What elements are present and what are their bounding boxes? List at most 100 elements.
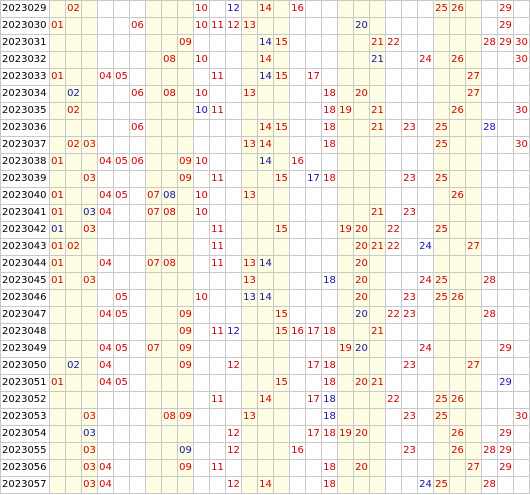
draw-row: 2023036 06 14 15 18 21 23 25 28 <box>0 119 530 137</box>
red-number-cell: 21 <box>369 34 386 52</box>
empty-cell <box>145 0 162 18</box>
empty-cell <box>449 170 466 188</box>
red-number-cell: 04 <box>97 459 114 477</box>
empty-cell <box>65 221 82 239</box>
empty-cell <box>273 136 290 154</box>
red-number-cell: 23 <box>401 119 418 137</box>
empty-cell <box>321 255 338 273</box>
empty-cell <box>305 272 322 290</box>
red-number-cell: 03 <box>81 408 98 426</box>
empty-cell <box>241 221 258 239</box>
empty-cell <box>145 306 162 324</box>
empty-cell <box>129 187 146 205</box>
blue-number-cell: 24 <box>417 476 434 494</box>
empty-cell <box>65 68 82 86</box>
red-number-cell: 20 <box>353 289 370 307</box>
draw-row: 2023049 04 05 07 09 19 20 24 29 <box>0 340 530 358</box>
empty-cell <box>129 272 146 290</box>
empty-cell <box>513 340 530 358</box>
red-number-cell: 14 <box>257 51 274 69</box>
red-number-cell: 16 <box>289 323 306 341</box>
empty-cell <box>497 102 514 120</box>
red-number-cell: 22 <box>385 34 402 52</box>
empty-cell <box>353 119 370 137</box>
empty-cell <box>449 85 466 103</box>
empty-cell <box>49 85 66 103</box>
empty-cell <box>481 204 498 222</box>
empty-cell <box>49 289 66 307</box>
empty-cell <box>369 255 386 273</box>
empty-cell <box>289 306 306 324</box>
red-number-cell: 29 <box>497 0 514 18</box>
blue-number-cell: 17 <box>305 170 322 188</box>
empty-cell <box>433 102 450 120</box>
empty-cell <box>289 476 306 494</box>
empty-cell <box>417 289 434 307</box>
empty-cell <box>385 0 402 18</box>
empty-cell <box>161 119 178 137</box>
red-number-cell: 18 <box>321 102 338 120</box>
red-number-cell: 15 <box>273 323 290 341</box>
red-number-cell: 29 <box>497 34 514 52</box>
red-number-cell: 16 <box>289 153 306 171</box>
empty-cell <box>209 272 226 290</box>
red-number-cell: 05 <box>113 68 130 86</box>
empty-cell <box>225 153 242 171</box>
empty-cell <box>401 391 418 409</box>
blue-number-cell: 18 <box>321 391 338 409</box>
period-number: 2023031 <box>0 34 50 52</box>
empty-cell <box>321 153 338 171</box>
empty-cell <box>305 34 322 52</box>
empty-cell <box>113 17 130 35</box>
empty-cell <box>273 408 290 426</box>
empty-cell <box>65 119 82 137</box>
blue-number-cell: 12 <box>225 0 242 18</box>
empty-cell <box>433 238 450 256</box>
empty-cell <box>241 34 258 52</box>
period-number: 2023032 <box>0 51 50 69</box>
empty-cell <box>193 459 210 477</box>
red-number-cell: 25 <box>433 136 450 154</box>
empty-cell <box>385 17 402 35</box>
red-number-cell: 30 <box>513 34 530 52</box>
red-number-cell: 30 <box>513 51 530 69</box>
empty-cell <box>465 136 482 154</box>
red-number-cell: 25 <box>433 391 450 409</box>
empty-cell <box>433 306 450 324</box>
empty-cell <box>161 476 178 494</box>
empty-cell <box>353 68 370 86</box>
empty-cell <box>209 408 226 426</box>
period-number: 2023044 <box>0 255 50 273</box>
period-number: 2023043 <box>0 238 50 256</box>
red-number-cell: 18 <box>321 323 338 341</box>
empty-cell <box>497 153 514 171</box>
empty-cell <box>497 289 514 307</box>
empty-cell <box>417 204 434 222</box>
blue-number-cell: 03 <box>81 204 98 222</box>
empty-cell <box>209 374 226 392</box>
empty-cell <box>417 119 434 137</box>
red-number-cell: 03 <box>81 459 98 477</box>
red-number-cell: 03 <box>81 442 98 460</box>
empty-cell <box>257 323 274 341</box>
empty-cell <box>497 323 514 341</box>
red-number-cell: 21 <box>369 102 386 120</box>
red-number-cell: 29 <box>497 17 514 35</box>
empty-cell <box>449 119 466 137</box>
draw-row: 2023052 11 14 17 18 22 25 26 <box>0 391 530 409</box>
empty-cell <box>145 238 162 256</box>
empty-cell <box>481 68 498 86</box>
empty-cell <box>465 204 482 222</box>
empty-cell <box>497 170 514 188</box>
period-number: 2023029 <box>0 0 50 18</box>
empty-cell <box>449 255 466 273</box>
period-number: 2023034 <box>0 85 50 103</box>
empty-cell <box>193 374 210 392</box>
empty-cell <box>177 391 194 409</box>
red-number-cell: 28 <box>481 34 498 52</box>
red-number-cell: 16 <box>289 0 306 18</box>
red-number-cell: 23 <box>401 408 418 426</box>
empty-cell <box>337 476 354 494</box>
empty-cell <box>305 442 322 460</box>
